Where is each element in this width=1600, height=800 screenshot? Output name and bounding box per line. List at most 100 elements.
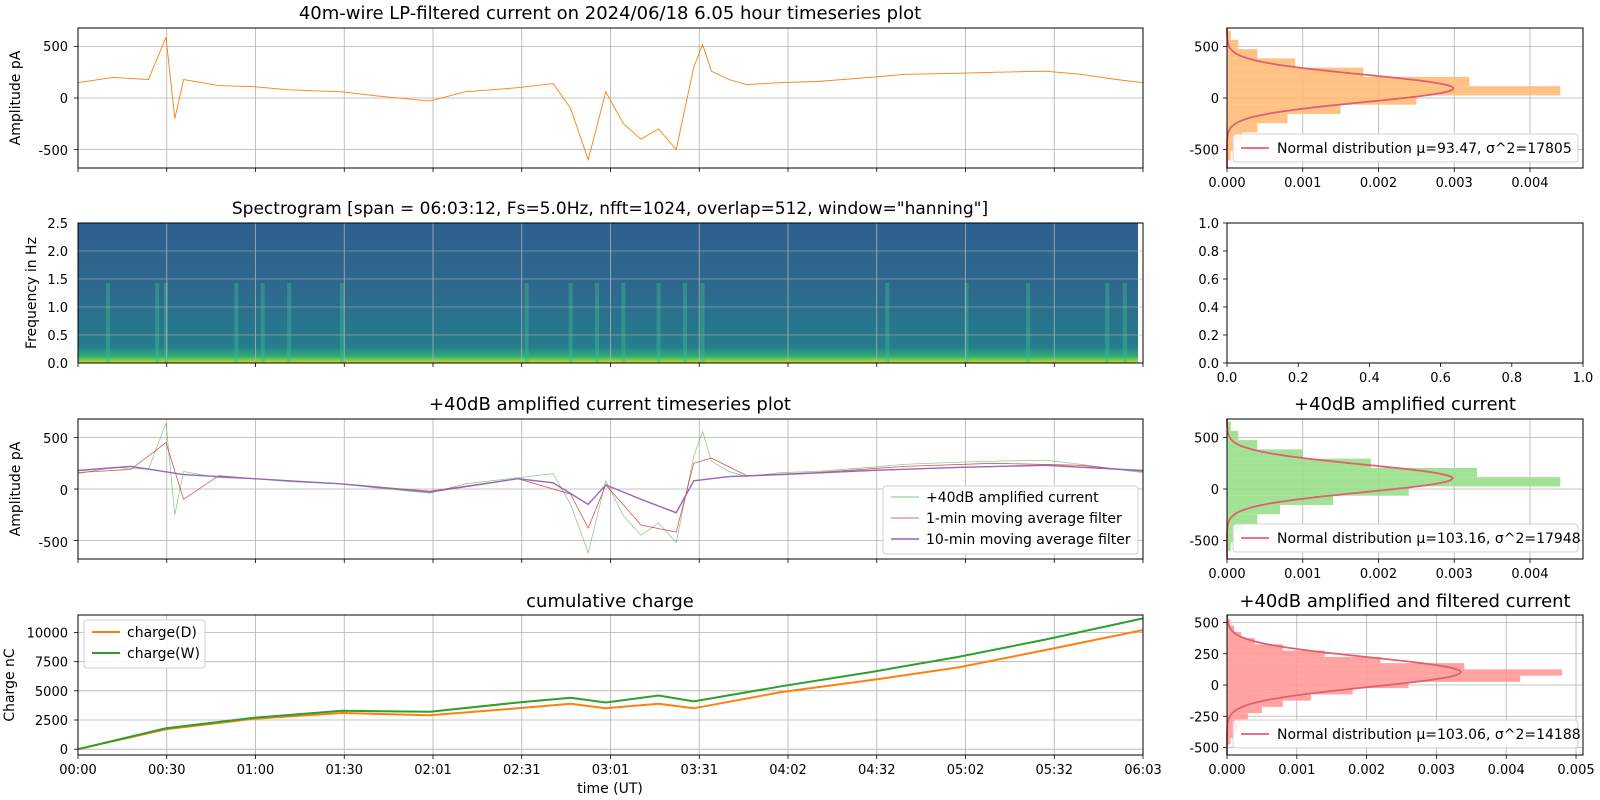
spec-streak [260, 283, 265, 363]
h2-bar [1227, 542, 1231, 552]
he-xtick-label: 0.6 [1430, 371, 1451, 386]
spec-ytick-label: 0.0 [47, 357, 68, 372]
cum-ytick-label: 0 [60, 743, 68, 758]
ts2-legend-label-raw: +40dB amplified current [926, 490, 1099, 506]
cum-xtick-label: 01:00 [237, 763, 274, 778]
cum-xlabel: time (UT) [577, 781, 643, 797]
cum-xticks: 00:00 00:30 01:00 01:30 02:01 02:31 03:01 03:31… [59, 763, 1161, 778]
he-ticks: 0.0 0.2 0.4 0.6 0.8 1.0 1.0 0.8 0.6 0.4 0.2 0.0 [1198, 217, 1593, 386]
he-ytick-label: 0.6 [1198, 273, 1219, 288]
he-ytick-label: 0.2 [1198, 329, 1219, 344]
h2-bar [1227, 467, 1477, 478]
h1-bar [1227, 95, 1417, 105]
ts2-legend-box [882, 485, 1139, 555]
h3-bar [1227, 694, 1311, 701]
cum-legend-label-d: charge(D) [127, 625, 197, 641]
spec-streak [621, 283, 626, 363]
cum-xtick-label: 03:01 [592, 763, 629, 778]
spec-streak [287, 283, 292, 363]
h2-xtick-label: 0.001 [1284, 567, 1321, 582]
ts2-series-line [77, 422, 1143, 555]
h1-bar [1227, 76, 1470, 87]
h2-xtick-label: 0.000 [1208, 567, 1245, 582]
h3-xtick-label: 0.000 [1208, 763, 1245, 778]
ts1-ytick-neg500: -500 [38, 144, 68, 159]
he-ytick-label: 0.4 [1198, 301, 1219, 316]
cum-xtick-label: 05:02 [947, 763, 984, 778]
cum-ytick-label: 10000 [27, 627, 68, 642]
h1-bar [1227, 86, 1561, 96]
h3-xtick-label: 0.005 [1557, 763, 1594, 778]
he-xtick-label: 0.2 [1288, 371, 1309, 386]
spec-streak [1026, 283, 1031, 363]
cum-legend-label-w: charge(W) [127, 646, 200, 662]
cum-legend: charge(D) charge(W) [83, 619, 206, 669]
h3-legend-box [1232, 719, 1579, 749]
h2-bar [1227, 430, 1239, 441]
ts1-ytick-0: 0 [60, 92, 68, 107]
h3-ytick-label: 500 [1194, 617, 1219, 632]
ts2-ylabel: Amplitude pA [8, 441, 24, 536]
ts2-lines [77, 422, 1143, 555]
h3-ytick-label: 0 [1211, 679, 1219, 694]
panel-h-empty: 0.0 0.2 0.4 0.6 0.8 1.0 1.0 0.8 0.6 0.4 0.2 0.0 [1198, 217, 1593, 386]
ts2-ytick-500: 500 [43, 432, 68, 447]
h3-bar [1227, 713, 1248, 720]
h2-xtick-label: 0.003 [1436, 567, 1473, 582]
spec-ytick-label: 2.0 [47, 245, 68, 260]
h2-bar [1227, 495, 1334, 505]
h1-xtick-label: 0.000 [1208, 176, 1245, 191]
spec-streak [163, 283, 168, 363]
cum-xtick-label: 00:00 [59, 763, 96, 778]
h3-bar [1227, 675, 1521, 682]
spec-streak [656, 283, 661, 363]
h1-legend-label: Normal distribution μ=93.47, σ^2=17805 [1277, 141, 1572, 157]
h1-legend: Normal distribution μ=93.47, σ^2=17805 [1232, 133, 1579, 163]
h2-ytick-label: -500 [1189, 534, 1219, 549]
spec-streak [1122, 283, 1127, 363]
h3-bar [1227, 638, 1255, 645]
h1-bar [1227, 113, 1288, 124]
h1-xtick-label: 0.001 [1284, 176, 1321, 191]
h1-ytick-label: -500 [1189, 143, 1219, 158]
ts1-ytick-500: 500 [43, 40, 68, 55]
cum-xtick-label: 03:31 [681, 763, 718, 778]
spec-streak [339, 283, 344, 363]
h2-bar [1227, 477, 1561, 487]
spec-streak [964, 283, 969, 363]
h2-bar [1227, 486, 1409, 496]
h3-ticks: 500 250 0 -250 -500 0.000 0.001 0.002 0.003 0.004… [1189, 617, 1594, 779]
spec-frame [77, 222, 1144, 364]
h1-xtick-label: 0.002 [1360, 176, 1397, 191]
ts2-title: +40dB amplified current timeseries plot [429, 394, 791, 415]
panel-h2: +40dB amplified current 500 0 -500 0.000 0.0… [1189, 394, 1584, 582]
h2-xtick-label: 0.002 [1360, 567, 1397, 582]
he-xtick-label: 0.4 [1359, 371, 1380, 386]
h1-bar [1227, 123, 1258, 133]
h2-bar [1227, 421, 1231, 431]
h1-bar [1227, 141, 1235, 152]
h3-bar [1227, 650, 1325, 657]
cum-xtick-label: 00:30 [148, 763, 185, 778]
h3-legend: Normal distribution μ=103.06, σ^2=14188 [1232, 719, 1581, 749]
h3-title: +40dB amplified and filtered current [1239, 591, 1570, 612]
h3-bar [1227, 700, 1283, 707]
h1-bar [1227, 58, 1296, 68]
h1-ytick-label: 0 [1211, 92, 1219, 107]
spec-yticks: 2.5 2.0 1.5 1.0 0.5 0.0 [47, 217, 68, 372]
h2-xtick-label: 0.004 [1511, 567, 1548, 582]
h2-frame [1226, 418, 1584, 560]
h3-bar [1227, 669, 1563, 676]
h1-bar [1227, 151, 1231, 161]
cum-frame [77, 614, 1144, 756]
cum-yticks: 10000 7500 5000 2500 0 [27, 627, 68, 759]
h3-bar [1227, 644, 1283, 651]
h1-legend-box [1232, 133, 1579, 163]
h3-bar [1227, 681, 1409, 689]
h1-bar [1227, 39, 1239, 50]
h3-legend-label: Normal distribution μ=103.06, σ^2=14188 [1277, 727, 1581, 743]
he-frame [1226, 222, 1584, 364]
spec-ytick-label: 1.0 [47, 301, 68, 316]
he-xtick-label: 0.8 [1501, 371, 1522, 386]
h1-bar [1227, 104, 1341, 114]
